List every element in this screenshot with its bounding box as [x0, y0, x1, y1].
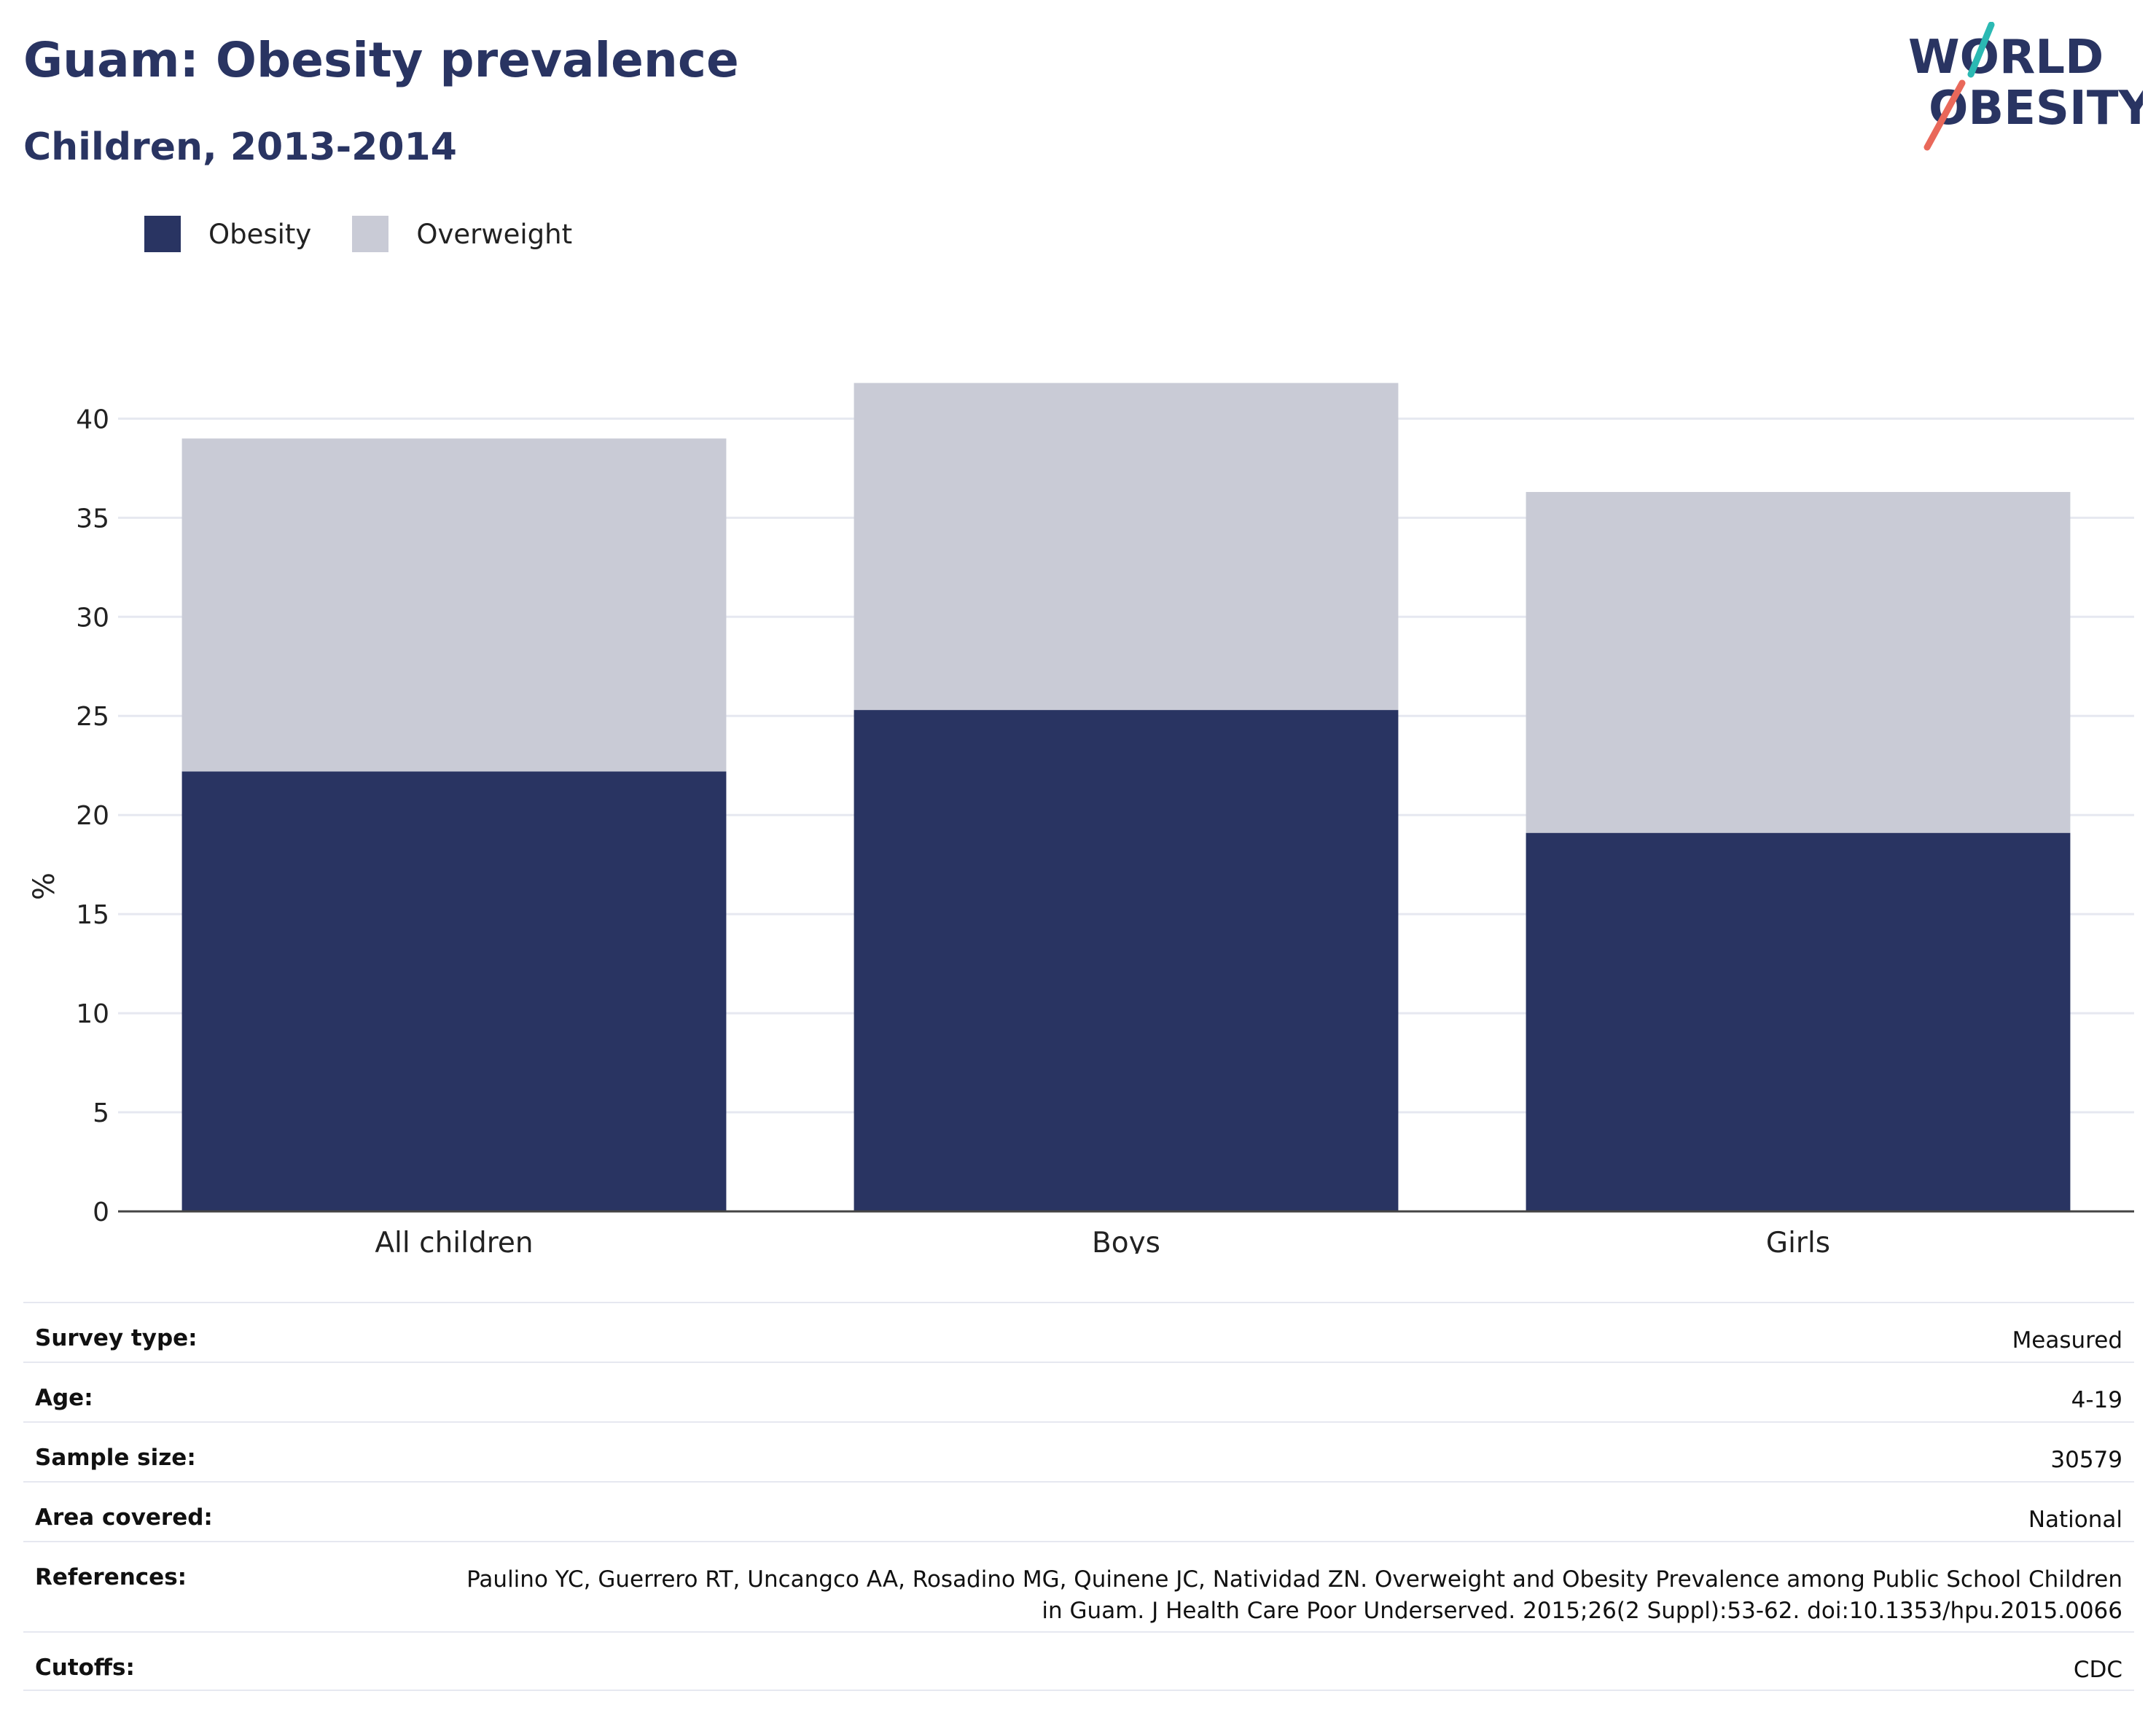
survey-detail-value: 30579 — [2050, 1447, 2122, 1473]
chart-legend: Obesity Overweight — [144, 216, 613, 252]
survey-detail-row: References: Paulino YC, Guerrero RT, Unca… — [23, 1541, 2134, 1631]
logo-word-world: WORLD — [1908, 31, 2104, 85]
x-category-label: All children — [375, 1227, 533, 1254]
survey-detail-value: Paulino YC, Guerrero RT, Uncangco AA, Ro… — [466, 1566, 2122, 1624]
bar-overweight-girls — [1526, 491, 2071, 833]
survey-detail-label: Age: — [35, 1385, 93, 1411]
survey-detail-label: Area covered: — [35, 1504, 213, 1531]
survey-detail-row: Cutoffs: CDC — [23, 1631, 2134, 1691]
survey-details-table: Survey type: Measured Age: 4-19 Sample size:… — [23, 1302, 2134, 1691]
logo-slash-teal — [1967, 22, 1995, 78]
survey-detail-label: Cutoffs: — [35, 1655, 135, 1681]
y-tick-label: 0 — [93, 1198, 109, 1227]
legend-label-obesity: Obesity — [208, 218, 312, 250]
y-tick-label: 15 — [76, 900, 109, 930]
survey-detail-row: Area covered: National — [23, 1481, 2134, 1541]
stacked-bar-chart: 0 5 10 15 20 25 30 35 40% All children Boys Girls — [28, 383, 2134, 1254]
legend-item-obesity[interactable]: Obesity — [144, 216, 311, 252]
y-tick-label: 5 — [93, 1098, 109, 1128]
y-tick-label: 10 — [76, 999, 109, 1029]
world-obesity-logo: WORLD OBESITY — [1908, 22, 2143, 151]
legend-swatch-overweight — [352, 216, 389, 252]
bar-obesity-girls — [1526, 832, 2071, 1211]
logo-word-obesity: OBESITY — [1929, 82, 2143, 136]
chart-title: Guam: Obesity prevalence — [23, 32, 739, 88]
survey-detail-row: Age: 4-19 — [23, 1362, 2134, 1421]
survey-detail-label: Survey type: — [35, 1325, 198, 1351]
survey-detail-value: Measured — [2012, 1327, 2122, 1354]
survey-detail-row: Survey type: Measured — [23, 1302, 2134, 1362]
bar-obesity-all-children — [181, 771, 727, 1211]
x-category-label: Boys — [1092, 1227, 1160, 1254]
y-axis-title: % — [28, 872, 61, 900]
survey-detail-label: Sample size: — [35, 1445, 196, 1471]
bar-overweight-all-children — [181, 438, 727, 772]
y-tick-label: 30 — [76, 603, 109, 633]
legend-swatch-obesity — [144, 216, 181, 252]
y-tick-label: 20 — [76, 801, 109, 831]
legend-label-overweight: Overweight — [416, 218, 573, 250]
y-tick-label: 35 — [76, 504, 109, 534]
bar-obesity-boys — [854, 710, 1399, 1211]
y-tick-label: 40 — [76, 405, 109, 434]
chart-subtitle: Children, 2013-2014 — [23, 125, 457, 169]
y-tick-label: 25 — [76, 702, 109, 732]
logo-slash-red — [1923, 79, 1966, 151]
survey-detail-label: References: — [35, 1564, 187, 1590]
survey-detail-value: National — [2028, 1507, 2122, 1533]
legend-item-overweight[interactable]: Overweight — [352, 216, 572, 252]
survey-detail-row: Sample size: 30579 — [23, 1421, 2134, 1481]
bar-overweight-boys — [854, 383, 1399, 711]
survey-detail-value: CDC — [2073, 1657, 2122, 1683]
survey-detail-value: 4-19 — [2071, 1387, 2122, 1413]
x-category-label: Girls — [1766, 1227, 1830, 1254]
